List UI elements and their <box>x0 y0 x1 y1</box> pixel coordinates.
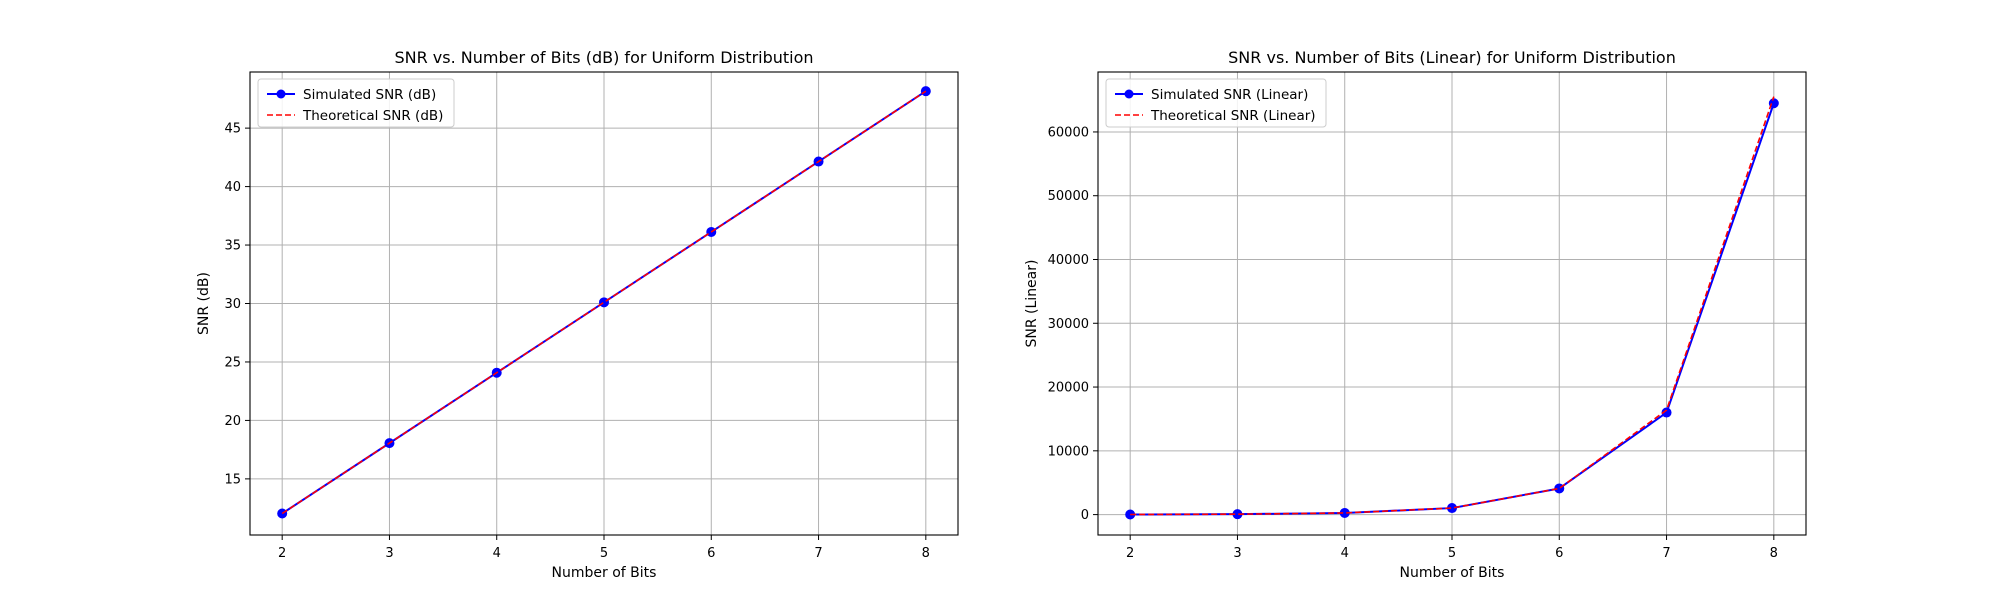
x-tick-label: 5 <box>600 546 608 561</box>
y-tick-label: 60000 <box>1048 125 1089 140</box>
chart-snr-linear: 2 3 4 5 6 7 8 0 10000 20000 30000 40000 50000 60000 S… <box>1024 48 1807 581</box>
y-tick-label: 20000 <box>1048 381 1089 396</box>
x-tick-label: 2 <box>278 546 286 561</box>
legend-marker-simulated <box>276 89 286 99</box>
legend-snr-db: Simulated SNR (dB) Theoretical SNR (dB) <box>257 78 455 128</box>
legend-marker-simulated <box>1124 89 1134 99</box>
x-tick-label: 8 <box>922 546 930 561</box>
x-tick-label: 6 <box>707 546 715 561</box>
legend-label-simulated-snr-db: Simulated SNR (dB) <box>303 87 436 103</box>
data-point-simulated <box>920 86 931 97</box>
legend-snr-linear: Simulated SNR (Linear) Theoretical SNR (… <box>1105 78 1327 128</box>
y-tick-label: 30 <box>224 297 241 312</box>
y-tick-label: 20 <box>224 414 241 429</box>
y-axis-label-snr-linear: SNR (Linear) <box>1024 260 1040 348</box>
y-tick-label: 50000 <box>1048 189 1089 204</box>
y-tick-label: 0 <box>1081 508 1089 523</box>
x-tick-label: 8 <box>1770 546 1778 561</box>
x-tick-label: 4 <box>1341 546 1349 561</box>
series-snr-db <box>277 86 931 519</box>
x-tick-label: 3 <box>1233 546 1241 561</box>
chart-title-snr-linear: SNR vs. Number of Bits (Linear) for Unif… <box>1228 48 1676 67</box>
data-point-simulated <box>599 297 609 308</box>
x-tick-label: 3 <box>385 546 393 561</box>
series-line-theoretical <box>281 90 927 515</box>
x-tick-label: 4 <box>493 546 501 561</box>
y-tick-label: 45 <box>224 122 241 137</box>
x-axis-label-snr-db: Number of Bits <box>552 565 657 581</box>
x-axis-label-snr-linear: Number of Bits <box>1400 565 1505 581</box>
legend-label-theoretical-snr-linear: Theoretical SNR (Linear) <box>1150 108 1316 124</box>
y-tick-label: 30000 <box>1048 317 1089 332</box>
x-tick-label: 7 <box>814 546 822 561</box>
y-tick-label: 35 <box>224 239 241 254</box>
y-tick-label: 40 <box>224 180 241 195</box>
x-tick-label: 7 <box>1662 546 1670 561</box>
y-tick-label: 25 <box>224 355 241 370</box>
series-line-theoretical <box>1130 96 1775 516</box>
y-axis-label-snr-db: SNR (dB) <box>196 272 212 335</box>
legend-label-simulated-snr-linear: Simulated SNR (Linear) <box>1151 87 1308 103</box>
y-tick-label: 40000 <box>1048 253 1089 268</box>
grid-snr-linear <box>1098 72 1806 535</box>
y-tick-label: 15 <box>224 472 241 487</box>
y-tick-label: 10000 <box>1048 444 1089 459</box>
x-tick-label: 6 <box>1555 546 1563 561</box>
x-tick-label: 2 <box>1126 546 1134 561</box>
chart-title-snr-db: SNR vs. Number of Bits (dB) for Uniform … <box>394 48 813 67</box>
legend-box-snr-linear <box>1105 78 1327 128</box>
ticks-snr-linear: 2 3 4 5 6 7 8 0 10000 20000 30000 40000 50000 60000 <box>1048 125 1778 561</box>
x-tick-label: 5 <box>1448 546 1456 561</box>
legend-symbol-simulated-snr-linear <box>1115 89 1143 99</box>
series-snr-linear <box>1125 96 1779 520</box>
legend-symbol-simulated-snr-db <box>267 89 295 99</box>
legend-box-snr-db <box>257 78 455 128</box>
legend-label-theoretical-snr-db: Theoretical SNR (dB) <box>302 108 443 124</box>
